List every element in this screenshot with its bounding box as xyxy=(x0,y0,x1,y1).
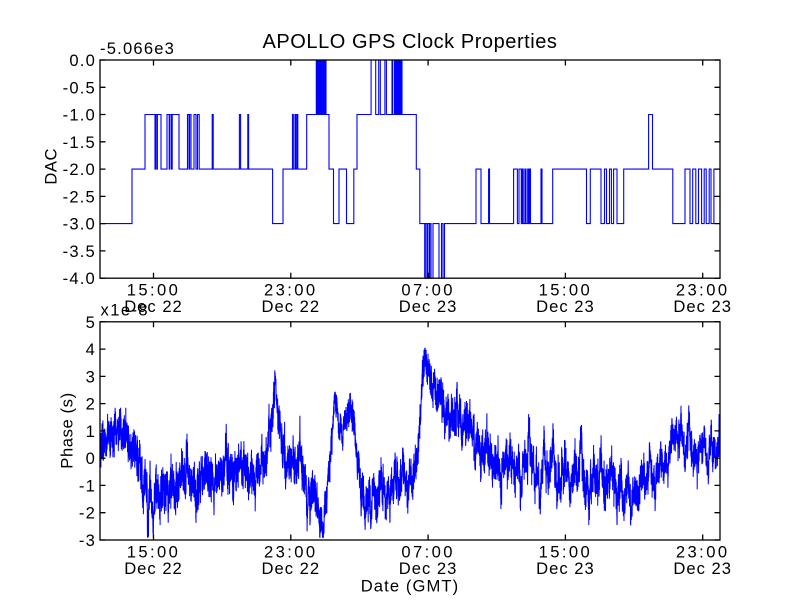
svg-text:-1.0: -1.0 xyxy=(63,106,96,125)
svg-text:Dec 22: Dec 22 xyxy=(262,559,321,578)
svg-text:Date (GMT): Date (GMT) xyxy=(361,577,460,596)
svg-text:3: 3 xyxy=(86,367,96,386)
svg-text:-1.5: -1.5 xyxy=(63,133,96,152)
svg-text:-1: -1 xyxy=(79,476,96,495)
svg-text:Phase (s): Phase (s) xyxy=(58,392,77,468)
svg-text:0.0: 0.0 xyxy=(69,51,96,70)
svg-text:23:00: 23:00 xyxy=(264,281,318,300)
svg-text:0: 0 xyxy=(86,449,96,468)
svg-text:-3.5: -3.5 xyxy=(63,242,96,261)
svg-text:Dec 23: Dec 23 xyxy=(673,559,732,578)
svg-text:15:00: 15:00 xyxy=(539,281,593,300)
svg-text:Dec 23: Dec 23 xyxy=(673,297,732,316)
svg-text:15:00: 15:00 xyxy=(127,281,181,300)
svg-text:Dec 22: Dec 22 xyxy=(124,559,183,578)
svg-text:1: 1 xyxy=(86,422,96,441)
svg-text:23:00: 23:00 xyxy=(264,543,318,562)
svg-text:x1e-8: x1e-8 xyxy=(101,301,150,320)
svg-text:-3.0: -3.0 xyxy=(63,215,96,234)
svg-text:Dec 23: Dec 23 xyxy=(399,297,458,316)
svg-text:Dec 22: Dec 22 xyxy=(262,297,321,316)
svg-text:-2.5: -2.5 xyxy=(63,187,96,206)
svg-text:Dec 23: Dec 23 xyxy=(536,559,595,578)
svg-text:23:00: 23:00 xyxy=(676,281,730,300)
svg-text:23:00: 23:00 xyxy=(676,543,730,562)
svg-text:Dec 22: Dec 22 xyxy=(124,297,183,316)
svg-text:07:00: 07:00 xyxy=(401,543,455,562)
svg-text:DAC: DAC xyxy=(42,148,61,185)
svg-text:2: 2 xyxy=(86,395,96,414)
svg-text:15:00: 15:00 xyxy=(539,543,593,562)
svg-text:APOLLO GPS Clock Properties: APOLLO GPS Clock Properties xyxy=(263,31,558,53)
svg-text:5: 5 xyxy=(86,313,96,332)
svg-text:-4.0: -4.0 xyxy=(63,269,96,288)
svg-text:07:00: 07:00 xyxy=(401,281,455,300)
svg-text:4: 4 xyxy=(86,340,96,359)
svg-text:-2.0: -2.0 xyxy=(63,160,96,179)
svg-text:Dec 23: Dec 23 xyxy=(399,559,458,578)
svg-text:-2: -2 xyxy=(79,504,96,523)
svg-text:Dec 23: Dec 23 xyxy=(536,297,595,316)
svg-text:-3: -3 xyxy=(79,531,96,550)
svg-text:-5.066e3: -5.066e3 xyxy=(100,39,175,58)
svg-text:-0.5: -0.5 xyxy=(63,78,96,97)
svg-text:15:00: 15:00 xyxy=(127,543,181,562)
